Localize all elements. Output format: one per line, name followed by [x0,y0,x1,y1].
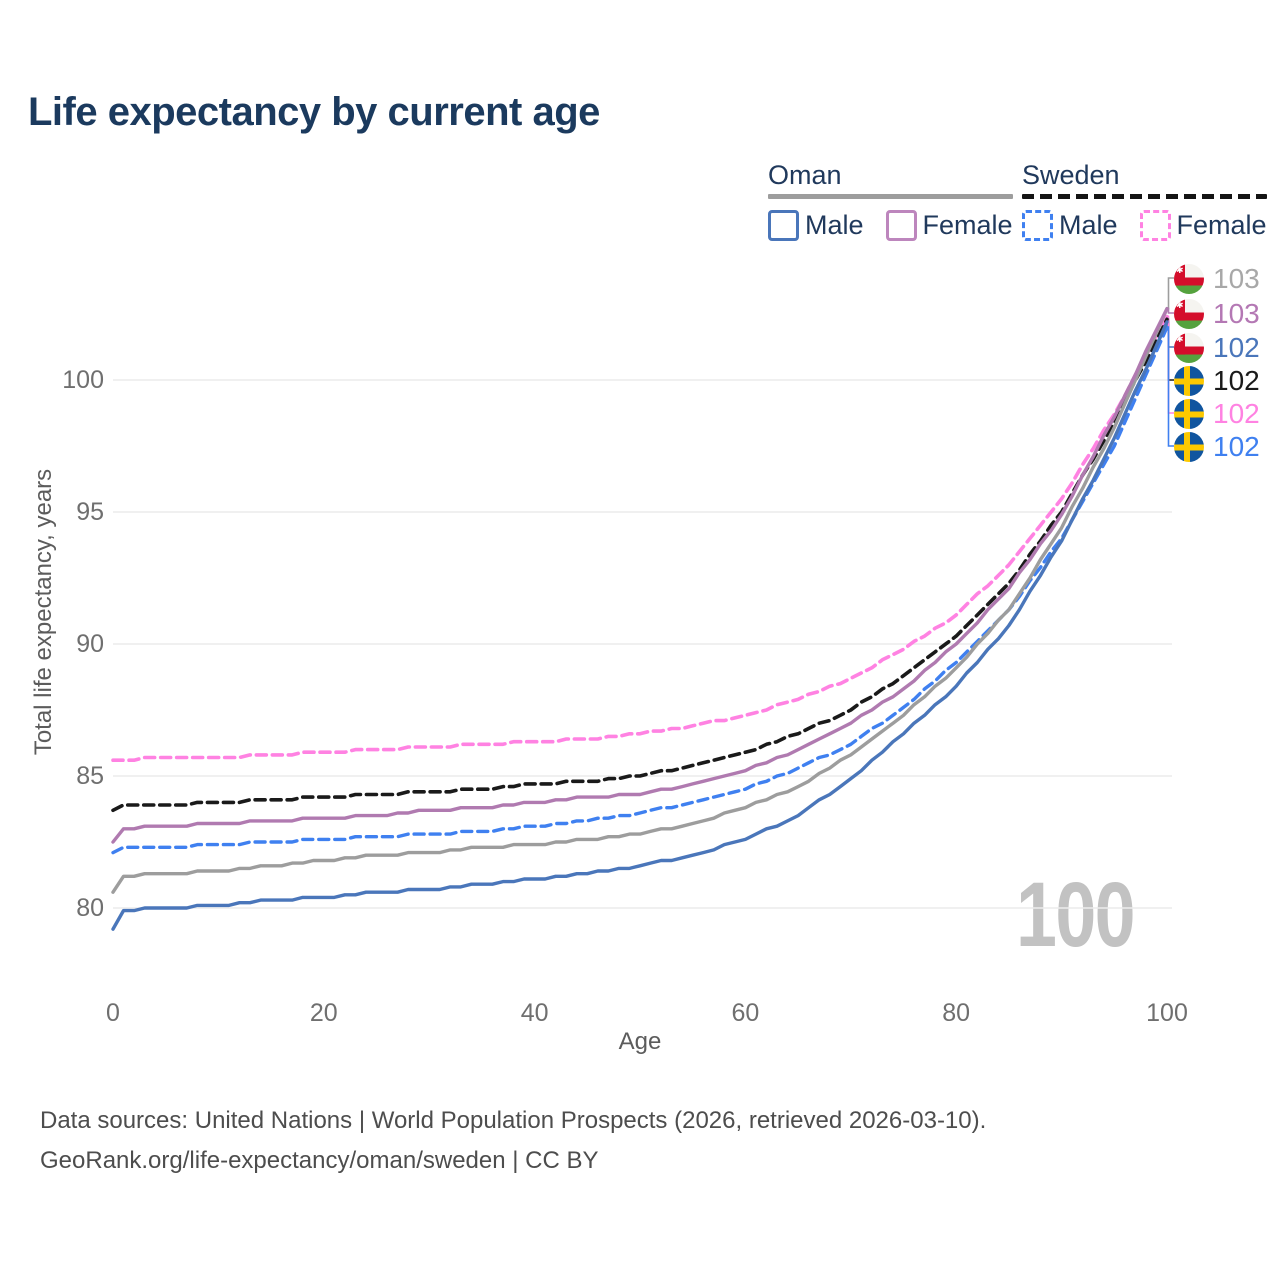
end-value: 102 [1213,398,1260,429]
legend-group-oman: Oman Male Female [768,160,1013,241]
legend-label-sweden-male: Male [1059,210,1118,240]
end-label-connector [1166,326,1174,447]
sweden-flag-icon [1174,366,1204,396]
sweden-female-swatch-icon [1139,210,1171,241]
x-axis-title: Age [618,1028,662,1055]
x-tick-label: 40 [520,999,549,1027]
x-tick-label: 80 [942,999,971,1027]
end-label-connector [1166,277,1174,310]
series-end-label-oman-female: 103 [1174,298,1260,330]
page-title: Life expectancy by current age [28,90,600,134]
age-watermark: 100 [1016,864,1136,966]
oman-flag-icon [1174,264,1204,294]
end-value: 103 [1213,263,1260,294]
series-end-label-sweden-male: 102 [1174,431,1260,463]
y-tick-label: 80 [76,894,104,922]
series-end-label-oman-male: 102 [1174,332,1260,364]
oman-total-line-swatch [768,194,1013,199]
x-tick-label: 60 [731,999,760,1027]
end-value: 102 [1213,365,1260,396]
oman-male-swatch-icon [768,210,799,241]
x-tick-label: 20 [309,999,338,1027]
end-label-connector [1166,315,1174,414]
legend-item-oman-female[interactable]: Female [885,210,1013,241]
legend-item-sweden-female[interactable]: Female [1139,210,1267,241]
y-tick-label: 85 [76,762,104,790]
oman-female-swatch-icon [885,210,917,241]
end-value: 103 [1213,298,1260,329]
sweden-flag-icon [1174,399,1204,429]
series-line-oman_total [111,307,1169,894]
series-line-sweden_total [111,317,1169,813]
y-tick-label: 100 [62,366,104,394]
sweden-flag-icon [1174,432,1204,462]
series-end-label-sweden-total: 102 [1174,365,1260,397]
end-value: 102 [1213,431,1260,462]
series-line-sweden_female [111,314,1169,762]
attribution-note: GeoRank.org/life-expectancy/oman/sweden … [40,1147,599,1174]
series-end-label-oman-total: 103 [1174,263,1260,295]
legend-label-sweden-female: Female [1176,210,1267,240]
legend-label-oman-male: Male [805,210,864,240]
legend-group-title-sweden: Sweden [1022,160,1120,190]
oman-flag-icon [1174,299,1204,329]
y-tick-label: 95 [76,498,104,526]
sweden-total-line-swatch [1022,194,1267,199]
series-end-label-sweden-female: 102 [1174,398,1260,430]
end-value: 102 [1213,332,1260,363]
series-line-oman_female [111,307,1169,844]
x-tick-label: 0 [106,999,120,1027]
legend-group-sweden: Sweden Male Female [1022,160,1267,241]
legend-item-oman-male[interactable]: Male [768,210,864,241]
oman-flag-icon [1174,333,1204,363]
sweden-male-swatch-icon [1022,210,1053,241]
legend-item-sweden-male[interactable]: Male [1022,210,1118,241]
x-tick-label: 100 [1146,999,1188,1027]
y-tick-label: 90 [76,630,104,658]
series-line-oman_male [111,320,1169,931]
legend-label-oman-female: Female [922,210,1013,240]
data-source-note: Data sources: United Nations | World Pop… [40,1107,987,1134]
legend-group-title-oman: Oman [768,160,842,190]
